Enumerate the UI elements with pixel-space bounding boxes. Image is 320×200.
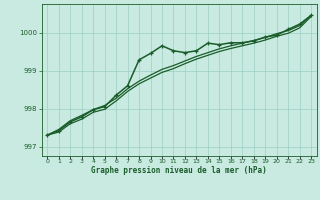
X-axis label: Graphe pression niveau de la mer (hPa): Graphe pression niveau de la mer (hPa) (91, 166, 267, 175)
